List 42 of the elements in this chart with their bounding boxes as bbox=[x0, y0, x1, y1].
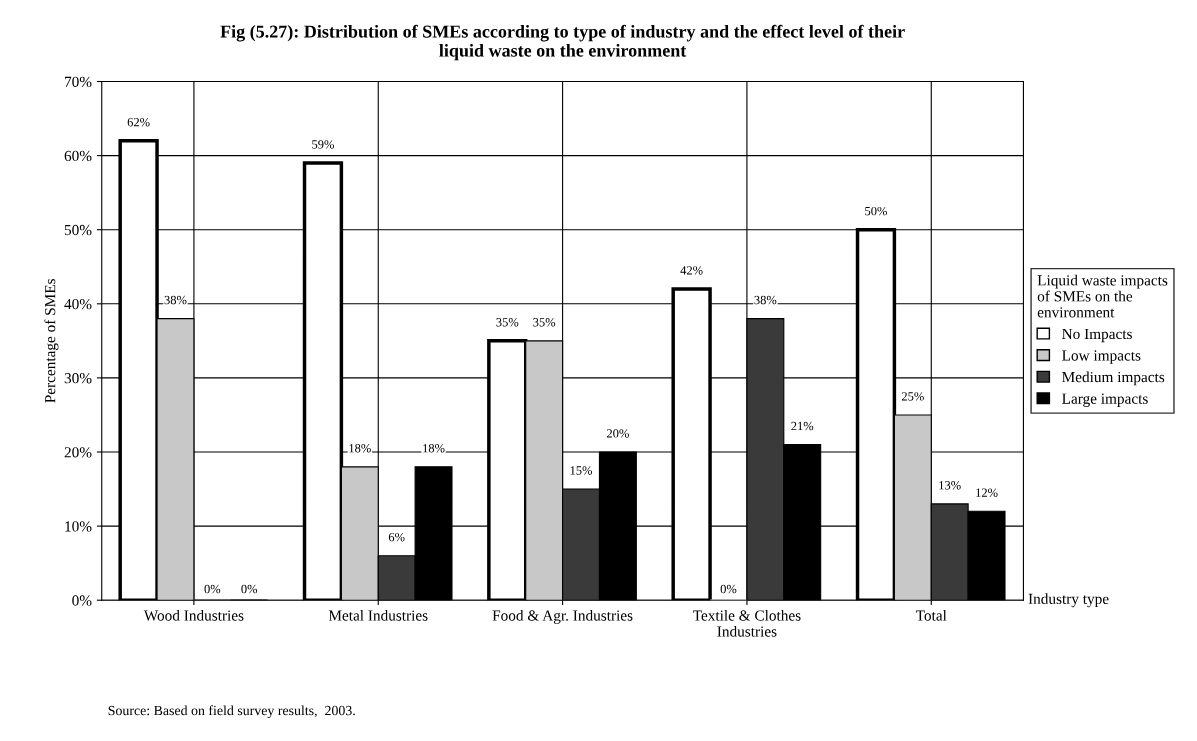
data-label: 0% bbox=[720, 584, 737, 594]
data-label: 35% bbox=[533, 318, 556, 327]
data-label: 21% bbox=[791, 421, 814, 431]
data-label: 42% bbox=[680, 266, 703, 275]
data-label: 25% bbox=[901, 392, 924, 401]
data-label: 0% bbox=[241, 584, 258, 594]
data-label: 6% bbox=[388, 532, 405, 542]
legend-label: Medium impacts bbox=[1062, 371, 1165, 386]
legend-label: Large impacts bbox=[1062, 393, 1148, 407]
data-label: 15% bbox=[570, 466, 593, 475]
y-tick-label: 20% bbox=[64, 447, 92, 458]
x-tick-label: Textile & Clothes Industries bbox=[693, 609, 801, 637]
data-label: 50% bbox=[865, 206, 887, 216]
y-tick-label: 70% bbox=[65, 76, 92, 88]
legend-label: Low impacts bbox=[1062, 350, 1141, 364]
data-label: 18% bbox=[349, 444, 371, 453]
y-tick-label: 30% bbox=[64, 373, 92, 384]
x-tick-label: Wood Industries bbox=[143, 609, 244, 621]
data-label: 20% bbox=[606, 429, 629, 438]
data-label: 0% bbox=[204, 584, 221, 594]
source-note: Source: Based on field survey results, 2003. bbox=[108, 705, 355, 719]
data-label: 12% bbox=[976, 488, 998, 497]
data-label: 38% bbox=[754, 295, 777, 305]
x-tick-label: Total bbox=[915, 609, 947, 621]
data-label: 13% bbox=[939, 481, 961, 490]
data-label: 38% bbox=[164, 295, 187, 305]
data-label: 35% bbox=[496, 318, 519, 327]
x-axis-title: Industry type bbox=[1028, 593, 1109, 608]
x-tick-label: Metal Industries bbox=[328, 609, 428, 621]
data-label: 18% bbox=[423, 444, 445, 453]
y-axis-title: Percentage of SMEs bbox=[44, 279, 59, 403]
legend-label: No Impacts bbox=[1062, 328, 1132, 343]
y-tick-label: 10% bbox=[65, 521, 92, 532]
data-label: 62% bbox=[127, 117, 150, 127]
y-tick-label: 40% bbox=[64, 298, 92, 310]
y-tick-label: 50% bbox=[64, 224, 92, 236]
data-label: 59% bbox=[312, 140, 334, 149]
legend-title: Liquid waste impacts of SMEs on the environment bbox=[1037, 274, 1168, 318]
y-tick-label: 60% bbox=[64, 150, 92, 162]
chart-title: Fig (5.27): Distribution of SMEs according to type of industry and the effect level of their liquid waste on the environment bbox=[220, 24, 905, 61]
y-tick-label: 0% bbox=[72, 595, 92, 606]
x-tick-label: Food & Agr. Industries bbox=[492, 609, 633, 624]
